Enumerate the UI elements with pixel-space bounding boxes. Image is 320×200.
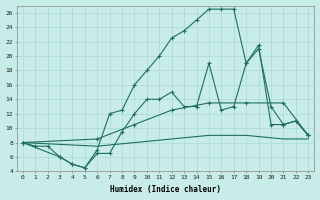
X-axis label: Humidex (Indice chaleur): Humidex (Indice chaleur): [110, 185, 221, 194]
